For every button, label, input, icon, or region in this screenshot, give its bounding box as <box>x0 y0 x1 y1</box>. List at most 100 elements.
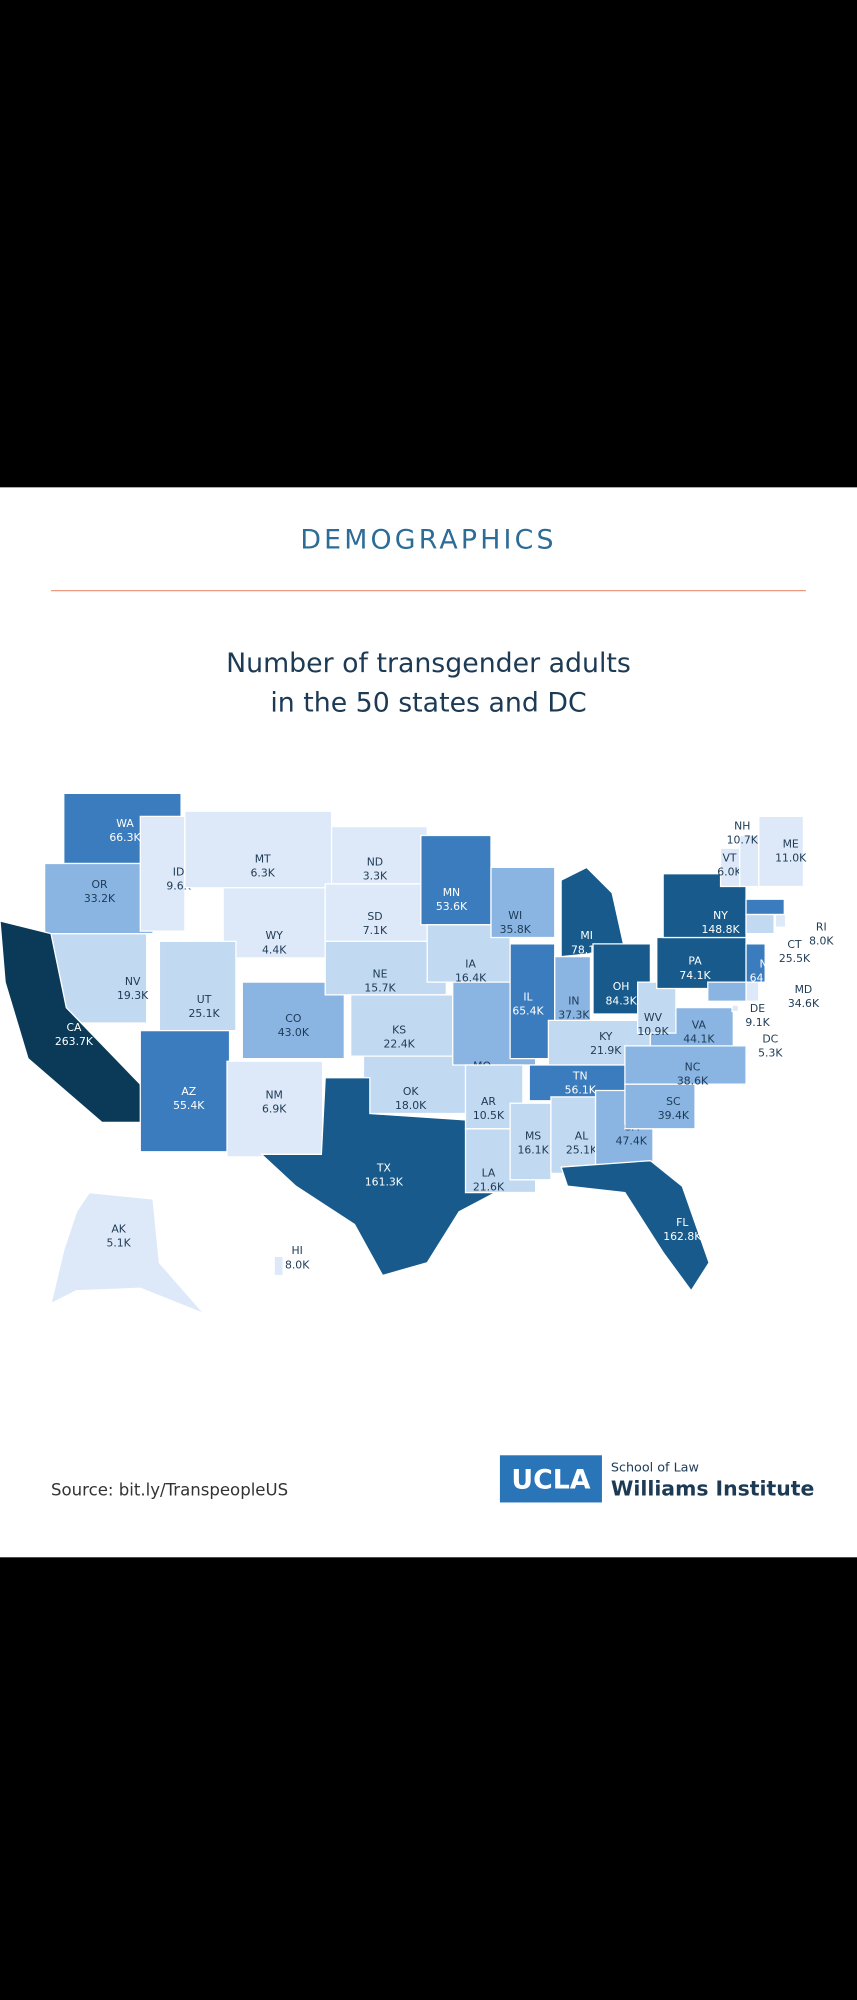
state-abbr: ID <box>173 865 185 878</box>
state-value: 19.3K <box>117 989 149 1002</box>
map: WA66.3KOR33.2KNV19.3KCA263.7KID9.6KMT6.3… <box>0 792 834 1315</box>
state-value: 162.8K <box>663 1230 702 1243</box>
state-value: 6.0K <box>717 865 742 878</box>
state-abbr: CT <box>787 938 802 951</box>
state-abbr: MN <box>443 886 460 899</box>
state-value: 4.4K <box>262 943 287 956</box>
section-title: DEMOGRAPHICS <box>300 524 556 555</box>
state-abbr: IA <box>465 957 476 970</box>
state-abbr: NJ <box>760 957 771 970</box>
logo-line2: Williams Institute <box>611 1477 815 1501</box>
state <box>560 1160 710 1292</box>
state-abbr: CO <box>285 1012 301 1025</box>
state <box>774 913 787 928</box>
logo-mark: UCLA <box>511 1464 590 1495</box>
state <box>560 866 626 958</box>
state <box>509 1102 552 1181</box>
state-abbr: OK <box>403 1085 420 1098</box>
state-value: 34.6K <box>788 997 820 1010</box>
logo-box <box>499 1455 602 1503</box>
state-value: 8.0K <box>809 934 834 947</box>
state-value: 18.0K <box>395 1099 427 1112</box>
state-value: 43.0K <box>278 1026 310 1039</box>
state <box>43 862 154 935</box>
state-value: 10.7K <box>727 834 759 847</box>
state <box>273 1255 284 1277</box>
state-abbr: OH <box>613 980 630 993</box>
state-value: 148.8K <box>701 923 740 936</box>
state-abbr: NV <box>125 975 141 988</box>
state-value: 5.3K <box>758 1047 783 1060</box>
state-abbr: PA <box>688 955 702 968</box>
state-abbr: CA <box>66 1021 82 1034</box>
state-abbr: UT <box>197 993 212 1006</box>
state-value: 5.1K <box>106 1237 131 1250</box>
state-abbr: SD <box>367 910 382 923</box>
state <box>490 866 556 939</box>
state <box>139 815 186 932</box>
logo-line1: School of Law <box>611 1461 699 1476</box>
state-value: 53.6K <box>436 900 468 913</box>
state-value: 39.4K <box>658 1109 690 1122</box>
state-value: 161.3K <box>365 1175 404 1188</box>
state <box>259 1077 509 1277</box>
state-value: 56.1K <box>565 1084 597 1097</box>
state-abbr: NC <box>685 1061 701 1074</box>
state-value: 84.3K <box>605 994 637 1007</box>
state-abbr: DC <box>762 1033 778 1046</box>
state-value: 62.4K <box>785 900 817 913</box>
state-abbr: LA <box>482 1166 496 1179</box>
state-value: 9.1K <box>745 1016 770 1029</box>
state-abbr: MT <box>255 853 271 866</box>
state-abbr: VT <box>722 851 736 864</box>
state-value: 65.4K <box>512 1004 544 1017</box>
state-abbr: TX <box>376 1161 392 1174</box>
state-abbr: AZ <box>181 1085 196 1098</box>
map-title: Number of transgender adults <box>226 648 631 679</box>
state-abbr: WI <box>508 909 522 922</box>
state-value: 16.4K <box>455 971 487 984</box>
state-value: 74.1K <box>679 969 711 982</box>
state-value: 25.1K <box>566 1143 598 1156</box>
state-value: 10.9K <box>637 1025 669 1038</box>
state-value: 64.7K <box>750 971 782 984</box>
state-abbr: KY <box>599 1030 613 1043</box>
state <box>745 981 760 1002</box>
state-abbr: VA <box>692 1019 707 1032</box>
state-value: 25.5K <box>779 952 811 965</box>
state-abbr: RI <box>816 920 827 933</box>
state-abbr: IN <box>568 994 579 1007</box>
state <box>731 1004 740 1013</box>
state-abbr: AR <box>481 1095 496 1108</box>
state-abbr: WV <box>644 1011 663 1024</box>
state <box>745 898 785 916</box>
state-abbr: ME <box>783 837 799 850</box>
state-abbr: MA <box>793 886 810 899</box>
state-abbr: NM <box>265 1089 282 1102</box>
state-abbr: FL <box>676 1216 688 1229</box>
state-value: 25.1K <box>188 1007 220 1020</box>
state-value: 8.0K <box>285 1258 310 1271</box>
state-value: 263.7K <box>55 1035 94 1048</box>
state-value: 55.4K <box>173 1099 205 1112</box>
state-value: 15.7K <box>364 982 396 995</box>
state-value: 11.0K <box>775 851 807 864</box>
state-value: 22.4K <box>384 1038 416 1051</box>
state-value: 3.3K <box>363 869 388 882</box>
state <box>158 940 237 1032</box>
state-abbr: MD <box>795 983 813 996</box>
state-value: 37.3K <box>558 1008 590 1021</box>
state <box>550 1096 597 1175</box>
state <box>707 981 747 1002</box>
state-abbr: DE <box>750 1002 765 1015</box>
map-title: in the 50 states and DC <box>270 688 586 719</box>
state <box>241 981 345 1060</box>
state-value: 44.1K <box>683 1033 715 1046</box>
state-abbr: MS <box>525 1129 541 1142</box>
state-abbr: NH <box>734 820 750 833</box>
state <box>662 873 747 939</box>
state-abbr: TN <box>572 1070 588 1083</box>
state-abbr: KS <box>392 1024 406 1037</box>
